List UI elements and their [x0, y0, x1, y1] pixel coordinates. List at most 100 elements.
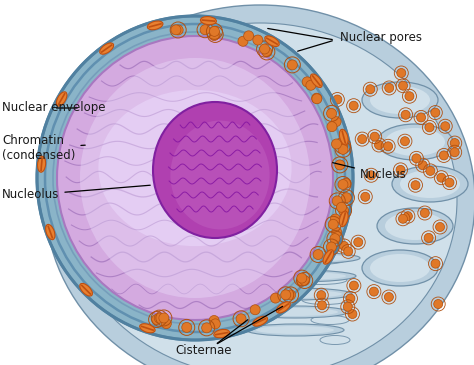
Ellipse shape — [293, 276, 347, 284]
Ellipse shape — [140, 324, 155, 333]
Circle shape — [338, 205, 348, 216]
Circle shape — [332, 227, 342, 237]
Circle shape — [317, 291, 326, 300]
Ellipse shape — [320, 335, 350, 345]
Ellipse shape — [310, 74, 322, 88]
Ellipse shape — [400, 170, 460, 198]
Circle shape — [297, 273, 307, 283]
Circle shape — [383, 142, 392, 151]
Circle shape — [312, 94, 322, 104]
Circle shape — [341, 178, 351, 188]
Circle shape — [369, 287, 378, 296]
Ellipse shape — [238, 288, 352, 300]
Circle shape — [403, 212, 412, 221]
Circle shape — [328, 219, 338, 229]
Ellipse shape — [201, 16, 217, 25]
Circle shape — [260, 44, 270, 54]
Ellipse shape — [385, 212, 445, 240]
Text: Chromatin
(condensed): Chromatin (condensed) — [2, 134, 85, 162]
Ellipse shape — [362, 250, 438, 286]
Circle shape — [253, 35, 263, 45]
Text: Nuclear pores: Nuclear pores — [340, 31, 422, 45]
Ellipse shape — [57, 36, 333, 320]
Ellipse shape — [284, 255, 346, 265]
Ellipse shape — [248, 290, 342, 298]
Circle shape — [313, 250, 323, 260]
Circle shape — [397, 69, 406, 77]
Ellipse shape — [385, 128, 445, 156]
Ellipse shape — [377, 208, 453, 244]
Circle shape — [411, 181, 420, 190]
Circle shape — [412, 154, 421, 163]
Circle shape — [244, 31, 254, 41]
Ellipse shape — [362, 82, 438, 118]
Ellipse shape — [370, 86, 430, 114]
Ellipse shape — [63, 23, 457, 365]
Circle shape — [173, 25, 183, 35]
Ellipse shape — [377, 124, 453, 160]
Ellipse shape — [311, 315, 349, 324]
Ellipse shape — [244, 272, 346, 280]
Circle shape — [159, 313, 169, 323]
Ellipse shape — [242, 306, 348, 318]
Circle shape — [182, 322, 192, 333]
Circle shape — [201, 323, 212, 333]
Ellipse shape — [170, 120, 270, 229]
Circle shape — [346, 294, 355, 303]
Ellipse shape — [234, 270, 356, 282]
Ellipse shape — [302, 296, 348, 304]
Circle shape — [424, 233, 433, 242]
Ellipse shape — [392, 166, 468, 202]
Circle shape — [341, 193, 351, 203]
Circle shape — [286, 290, 296, 300]
Circle shape — [281, 290, 291, 300]
Circle shape — [399, 214, 408, 223]
Ellipse shape — [252, 308, 338, 316]
Circle shape — [366, 85, 375, 94]
Ellipse shape — [253, 316, 267, 326]
Circle shape — [327, 108, 337, 118]
Circle shape — [437, 173, 446, 182]
Ellipse shape — [37, 156, 46, 172]
Circle shape — [374, 141, 383, 150]
Circle shape — [441, 122, 450, 131]
Circle shape — [271, 293, 281, 303]
Ellipse shape — [37, 16, 353, 340]
Ellipse shape — [100, 43, 114, 54]
Circle shape — [361, 192, 370, 201]
Circle shape — [331, 117, 341, 127]
Circle shape — [450, 139, 459, 147]
Circle shape — [349, 281, 358, 290]
Circle shape — [337, 202, 346, 212]
Circle shape — [338, 180, 348, 189]
Circle shape — [420, 208, 429, 218]
Text: Nucleus: Nucleus — [333, 163, 407, 181]
Circle shape — [401, 137, 410, 146]
Circle shape — [418, 161, 427, 170]
Circle shape — [210, 30, 220, 39]
Ellipse shape — [147, 21, 163, 30]
Ellipse shape — [45, 5, 474, 365]
Circle shape — [171, 25, 181, 35]
Ellipse shape — [256, 326, 334, 334]
Circle shape — [333, 95, 342, 104]
Circle shape — [318, 301, 327, 310]
Circle shape — [287, 60, 297, 70]
Ellipse shape — [46, 224, 55, 240]
Circle shape — [331, 139, 341, 149]
Circle shape — [431, 259, 440, 268]
Circle shape — [385, 84, 394, 92]
Ellipse shape — [265, 36, 279, 46]
Circle shape — [306, 80, 316, 90]
Circle shape — [450, 148, 459, 157]
Circle shape — [436, 223, 445, 231]
Ellipse shape — [339, 211, 348, 227]
Circle shape — [405, 92, 414, 101]
Circle shape — [439, 151, 448, 160]
Circle shape — [358, 135, 367, 143]
Circle shape — [161, 319, 171, 328]
Circle shape — [344, 247, 353, 256]
Circle shape — [154, 313, 164, 323]
Ellipse shape — [370, 254, 430, 282]
Circle shape — [210, 26, 219, 36]
